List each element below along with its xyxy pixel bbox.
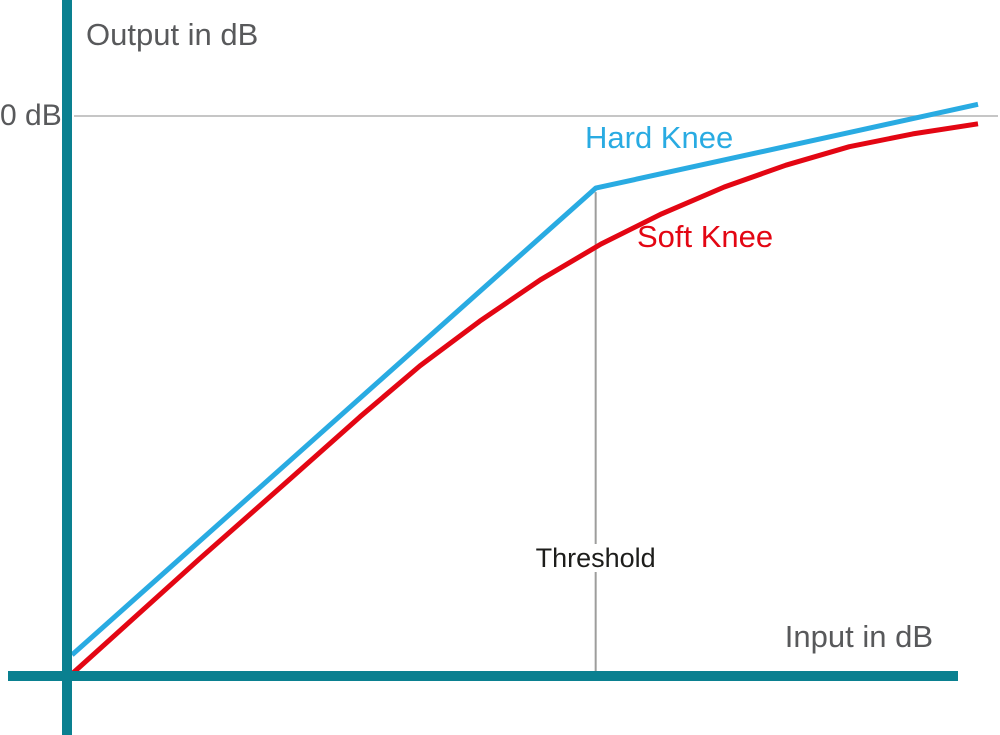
y-axis-bar (62, 0, 72, 735)
x-axis-title: Input in dB (784, 619, 933, 654)
threshold-label: Threshold (529, 544, 662, 572)
x-axis-bar (8, 671, 958, 681)
y-axis-title: Output in dB (86, 17, 259, 52)
soft-knee-curve (70, 121, 979, 676)
zero-db-tick-label: 0 dB (0, 99, 62, 132)
soft-knee-label: Soft Knee (637, 219, 774, 254)
hard-knee-label: Hard Knee (585, 120, 734, 155)
hard-knee-curve (70, 101, 979, 657)
